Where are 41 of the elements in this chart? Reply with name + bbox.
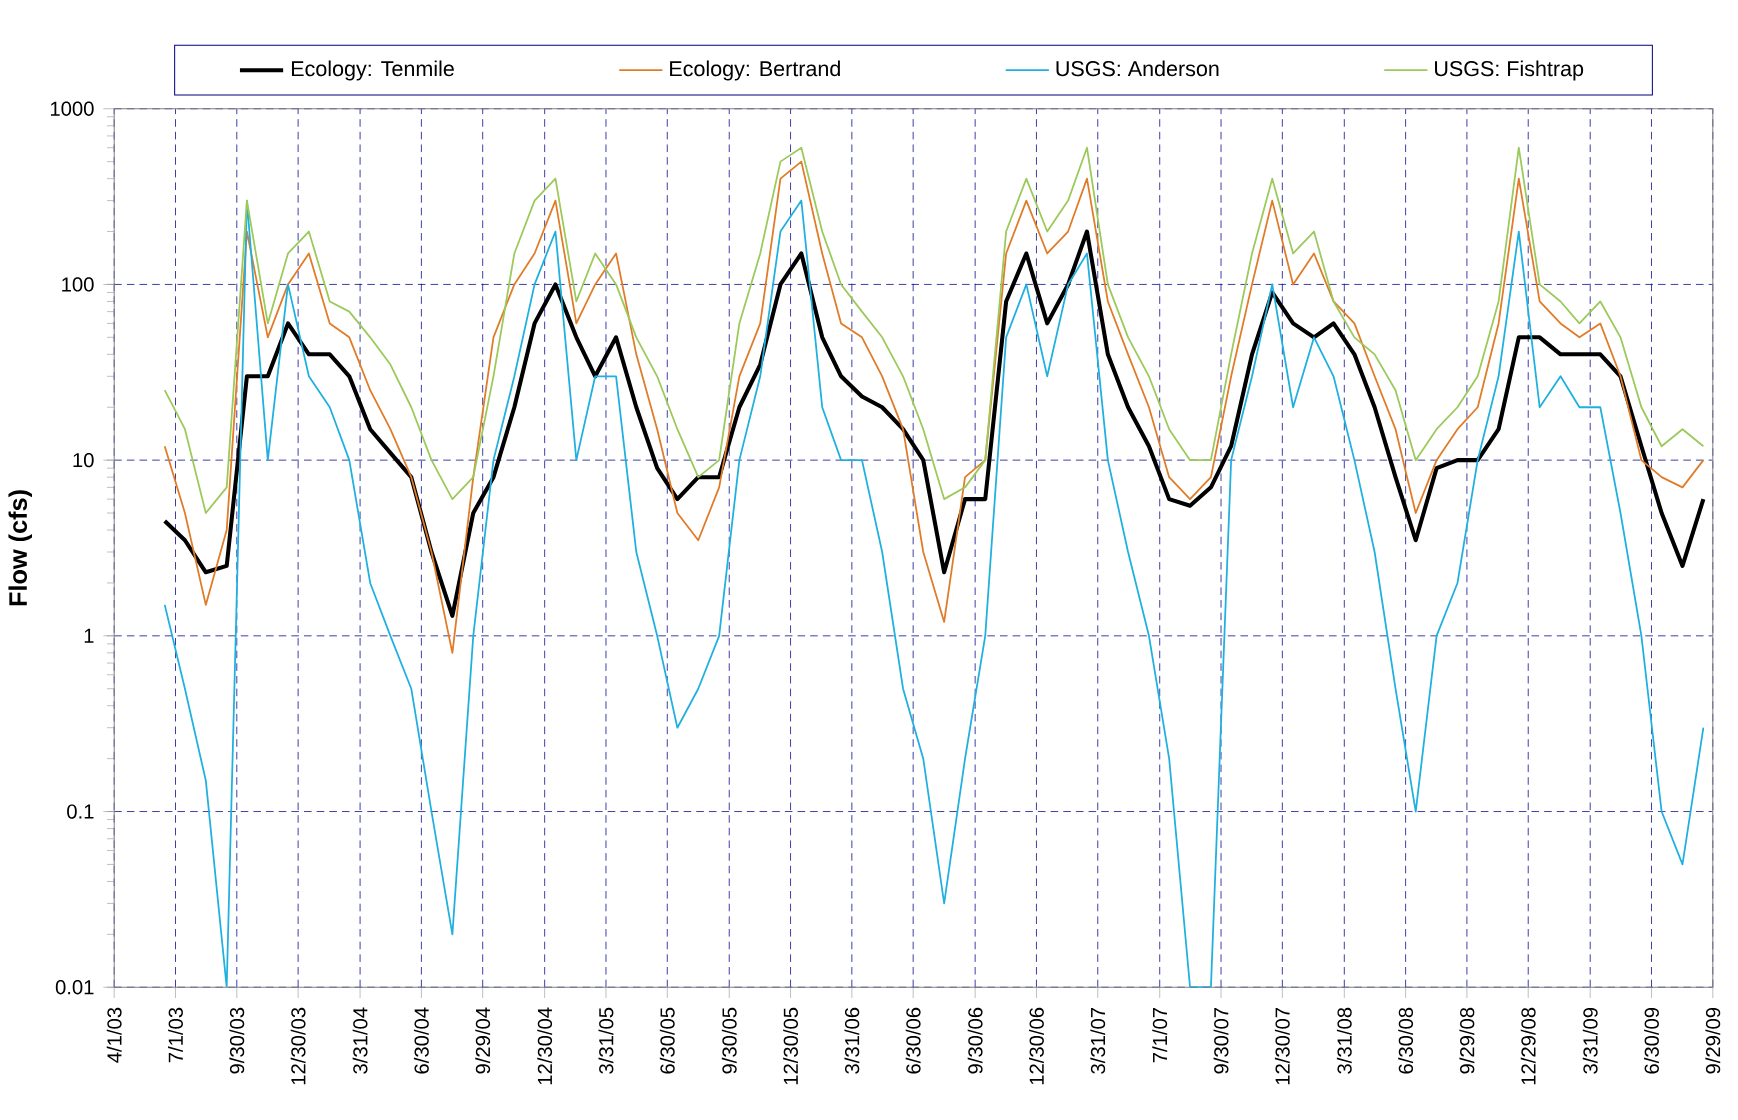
y-axis-title: Flow (cfs) bbox=[8, 489, 33, 606]
x-tick-label: 9/30/03 bbox=[229, 1007, 245, 1074]
line-series bbox=[163, 146, 1705, 514]
x-tick-label: 12/30/05 bbox=[783, 1007, 798, 1085]
x-tick-label: 9/29/04 bbox=[475, 1007, 491, 1074]
x-tick-label: 3/31/05 bbox=[598, 1007, 614, 1074]
x-tick-label: 12/29/08 bbox=[1520, 1007, 1536, 1085]
x-tick-label: 6/30/08 bbox=[1398, 1007, 1414, 1074]
x-tick-label: 3/31/06 bbox=[844, 1007, 860, 1074]
y-tick-label: 1000 bbox=[50, 101, 94, 116]
x-tick-label: 3/31/07 bbox=[1090, 1007, 1106, 1074]
y-tick-label: 0.01 bbox=[55, 979, 94, 995]
x-tick-label: 9/29/09 bbox=[1705, 1007, 1721, 1074]
x-tick-label: 12/30/06 bbox=[1029, 1007, 1044, 1085]
y-tick-label: 1 bbox=[84, 628, 94, 643]
x-tick-label: 7/1/07 bbox=[1152, 1007, 1168, 1062]
x-tick-label: 12/30/04 bbox=[537, 1007, 553, 1085]
x-tick-label: 9/30/07 bbox=[1213, 1007, 1229, 1074]
x-tick-label: 6/30/06 bbox=[905, 1007, 921, 1074]
x-tick-label: 12/30/03 bbox=[290, 1007, 306, 1085]
x-tick-label: 6/30/05 bbox=[659, 1007, 675, 1074]
line-series bbox=[163, 199, 1705, 988]
x-tick-label: 4/1/03 bbox=[106, 1007, 122, 1063]
x-tick-label: 12/30/07 bbox=[1274, 1007, 1290, 1085]
x-tick-label: 3/31/09 bbox=[1582, 1007, 1598, 1074]
x-tick-label: 3/31/04 bbox=[352, 1007, 368, 1074]
y-tick-label: 10 bbox=[73, 452, 94, 468]
y-tick-label: 100 bbox=[62, 277, 94, 292]
legend-label: USGS: Fishtrap bbox=[1435, 60, 1584, 81]
x-tick-label: 9/30/05 bbox=[721, 1007, 737, 1074]
x-tick-label: 6/30/09 bbox=[1644, 1007, 1659, 1074]
x-tick-label: 9/29/08 bbox=[1459, 1007, 1475, 1074]
x-tick-label: 6/30/04 bbox=[413, 1007, 429, 1074]
legend-label: Ecology: Tenmile bbox=[291, 60, 454, 81]
legend-label: Ecology: Bertrand bbox=[670, 60, 840, 81]
x-tick-label: 9/30/06 bbox=[967, 1007, 983, 1074]
x-tick-label: 7/1/03 bbox=[168, 1007, 183, 1062]
y-tick-label: 0.1 bbox=[67, 804, 94, 819]
x-tick-label: 3/31/08 bbox=[1336, 1007, 1352, 1074]
line-series bbox=[163, 160, 1705, 654]
legend-label: USGS: Anderson bbox=[1056, 60, 1219, 77]
